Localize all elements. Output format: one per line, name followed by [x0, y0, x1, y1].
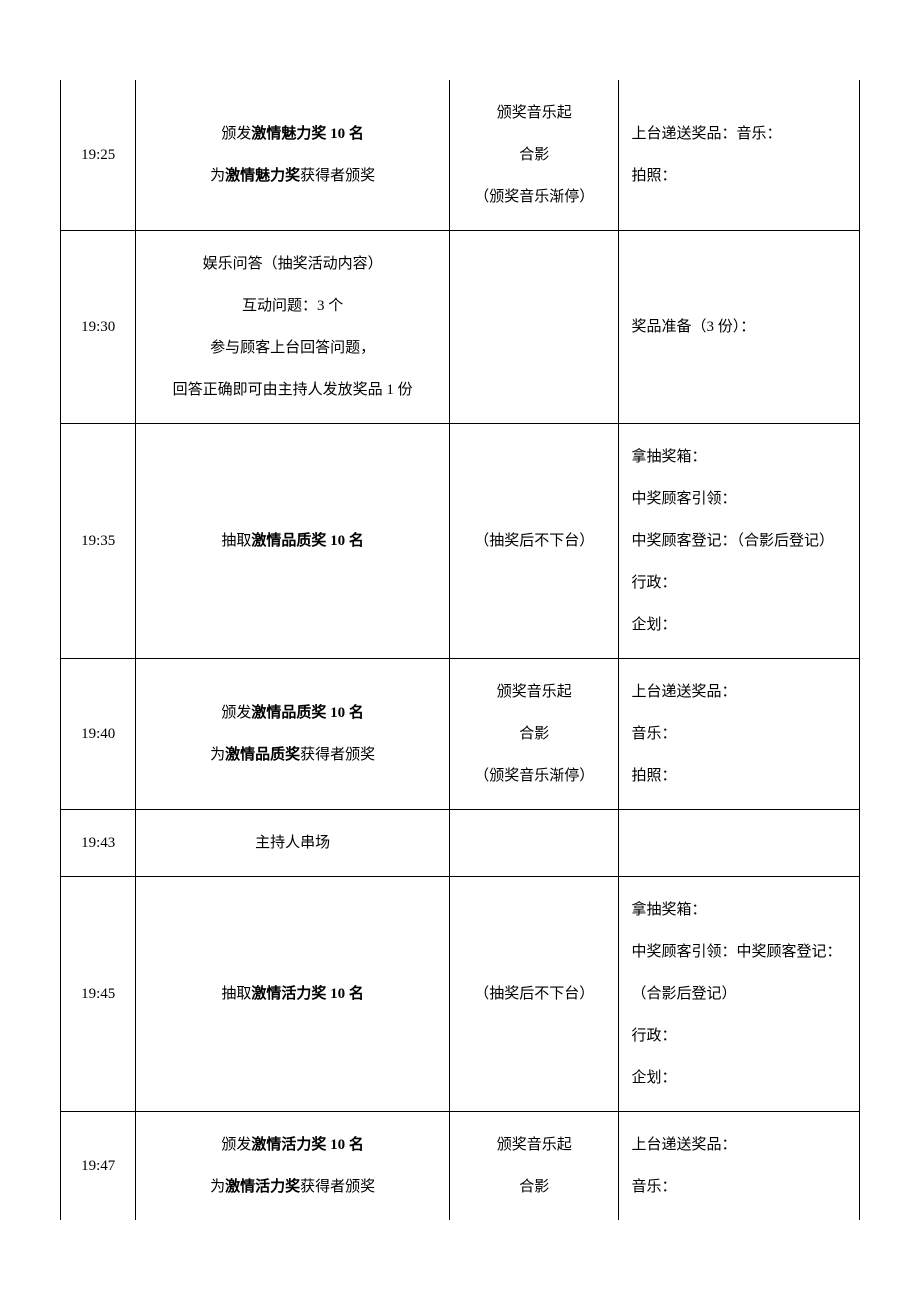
main-prefix: 为 — [210, 747, 225, 763]
table-row: 19:25 颁发激情魅力奖 10 名 为激情魅力奖获得者颁奖 颁奖音乐起 合影 … — [61, 80, 860, 231]
notes-line: 音乐： — [631, 713, 851, 755]
main-line: 主持人串场 — [144, 822, 441, 864]
notes-line: 拍照： — [631, 755, 851, 797]
stage-cell: 颁奖音乐起 合影 — [450, 1112, 619, 1221]
main-suffix: 获得者颁奖 — [300, 747, 375, 763]
schedule-table: 19:25 颁发激情魅力奖 10 名 为激情魅力奖获得者颁奖 颁奖音乐起 合影 … — [60, 80, 860, 1220]
stage-cell: 颁奖音乐起 合影 （颁奖音乐渐停） — [450, 80, 619, 231]
time-cell: 19:45 — [61, 877, 136, 1112]
main-cell: 抽取激情品质奖 10 名 — [136, 424, 450, 659]
time-cell: 19:25 — [61, 80, 136, 231]
main-bold: 激情魅力奖 — [225, 168, 300, 184]
stage-line: 颁奖音乐起 — [458, 92, 610, 134]
notes-line: 行政： — [631, 562, 851, 604]
main-prefix: 颁发 — [221, 705, 251, 721]
main-prefix: 抽取 — [221, 986, 251, 1002]
table-row: 19:35 抽取激情品质奖 10 名 （抽奖后不下台） 拿抽奖箱： 中奖顾客引领… — [61, 424, 860, 659]
notes-line: 音乐： — [631, 1166, 851, 1208]
stage-line: （抽奖后不下台） — [458, 973, 610, 1015]
main-bold: 激情品质奖 10 名 — [251, 533, 364, 549]
main-cell: 颁发激情品质奖 10 名 为激情品质奖获得者颁奖 — [136, 659, 450, 810]
main-bold: 激情活力奖 — [225, 1179, 300, 1195]
notes-line: 行政： — [631, 1015, 851, 1057]
notes-line: 中奖顾客登记：（合影后登记） — [631, 520, 851, 562]
stage-line: 颁奖音乐起 — [458, 1124, 610, 1166]
table-row: 19:30 娱乐问答（抽奖活动内容） 互动问题：3 个 参与顾客上台回答问题， … — [61, 231, 860, 424]
notes-line: 上台递送奖品：音乐： — [631, 113, 851, 155]
stage-line: 合影 — [458, 713, 610, 755]
stage-cell: （抽奖后不下台） — [450, 424, 619, 659]
main-cell: 抽取激情活力奖 10 名 — [136, 877, 450, 1112]
time-cell: 19:40 — [61, 659, 136, 810]
stage-cell — [450, 231, 619, 424]
table-row: 19:43 主持人串场 — [61, 810, 860, 877]
notes-line: 奖品准备（3 份）： — [631, 306, 851, 348]
notes-line: 中奖顾客引领：中奖顾客登记： — [631, 931, 851, 973]
notes-cell: 拿抽奖箱： 中奖顾客引领： 中奖顾客登记：（合影后登记） 行政： 企划： — [619, 424, 860, 659]
time-cell: 19:35 — [61, 424, 136, 659]
stage-line: 合影 — [458, 134, 610, 176]
main-prefix: 颁发 — [221, 126, 251, 142]
main-bold: 激情品质奖 — [225, 747, 300, 763]
notes-cell: 上台递送奖品：音乐： 拍照： — [619, 80, 860, 231]
table-row: 19:40 颁发激情品质奖 10 名 为激情品质奖获得者颁奖 颁奖音乐起 合影 … — [61, 659, 860, 810]
stage-cell: 颁奖音乐起 合影 （颁奖音乐渐停） — [450, 659, 619, 810]
notes-cell — [619, 810, 860, 877]
main-line: 娱乐问答（抽奖活动内容） — [144, 243, 441, 285]
notes-line: 中奖顾客引领： — [631, 478, 851, 520]
notes-cell: 上台递送奖品： 音乐： — [619, 1112, 860, 1221]
notes-line: 企划： — [631, 604, 851, 646]
notes-cell: 奖品准备（3 份）： — [619, 231, 860, 424]
main-bold: 激情品质奖 10 名 — [251, 705, 364, 721]
time-cell: 19:47 — [61, 1112, 136, 1221]
main-prefix: 颁发 — [221, 1137, 251, 1153]
stage-line: 颁奖音乐起 — [458, 671, 610, 713]
stage-line: （抽奖后不下台） — [458, 520, 610, 562]
main-prefix: 为 — [210, 1179, 225, 1195]
main-line: 回答正确即可由主持人发放奖品 1 份 — [144, 369, 441, 411]
stage-line: （颁奖音乐渐停） — [458, 176, 610, 218]
table-row: 19:45 抽取激情活力奖 10 名 （抽奖后不下台） 拿抽奖箱： 中奖顾客引领… — [61, 877, 860, 1112]
main-cell: 主持人串场 — [136, 810, 450, 877]
stage-cell: （抽奖后不下台） — [450, 877, 619, 1112]
main-bold: 激情魅力奖 10 名 — [251, 126, 364, 142]
main-suffix: 获得者颁奖 — [300, 1179, 375, 1195]
stage-line: （颁奖音乐渐停） — [458, 755, 610, 797]
main-prefix: 为 — [210, 168, 225, 184]
notes-cell: 拿抽奖箱： 中奖顾客引领：中奖顾客登记： （合影后登记） 行政： 企划： — [619, 877, 860, 1112]
main-cell: 颁发激情活力奖 10 名 为激情活力奖获得者颁奖 — [136, 1112, 450, 1221]
main-line: 参与顾客上台回答问题， — [144, 327, 441, 369]
table-row: 19:47 颁发激情活力奖 10 名 为激情活力奖获得者颁奖 颁奖音乐起 合影 … — [61, 1112, 860, 1221]
stage-cell — [450, 810, 619, 877]
main-line: 互动问题：3 个 — [144, 285, 441, 327]
notes-line: 拿抽奖箱： — [631, 436, 851, 478]
main-prefix: 抽取 — [221, 533, 251, 549]
notes-line: （合影后登记） — [631, 973, 851, 1015]
time-cell: 19:30 — [61, 231, 136, 424]
notes-line: 企划： — [631, 1057, 851, 1099]
stage-line: 合影 — [458, 1166, 610, 1208]
main-cell: 娱乐问答（抽奖活动内容） 互动问题：3 个 参与顾客上台回答问题， 回答正确即可… — [136, 231, 450, 424]
notes-line: 拍照： — [631, 155, 851, 197]
main-suffix: 获得者颁奖 — [300, 168, 375, 184]
main-cell: 颁发激情魅力奖 10 名 为激情魅力奖获得者颁奖 — [136, 80, 450, 231]
main-bold: 激情活力奖 10 名 — [251, 986, 364, 1002]
notes-line: 上台递送奖品： — [631, 1124, 851, 1166]
time-cell: 19:43 — [61, 810, 136, 877]
main-bold: 激情活力奖 10 名 — [251, 1137, 364, 1153]
notes-cell: 上台递送奖品： 音乐： 拍照： — [619, 659, 860, 810]
notes-line: 上台递送奖品： — [631, 671, 851, 713]
notes-line: 拿抽奖箱： — [631, 889, 851, 931]
